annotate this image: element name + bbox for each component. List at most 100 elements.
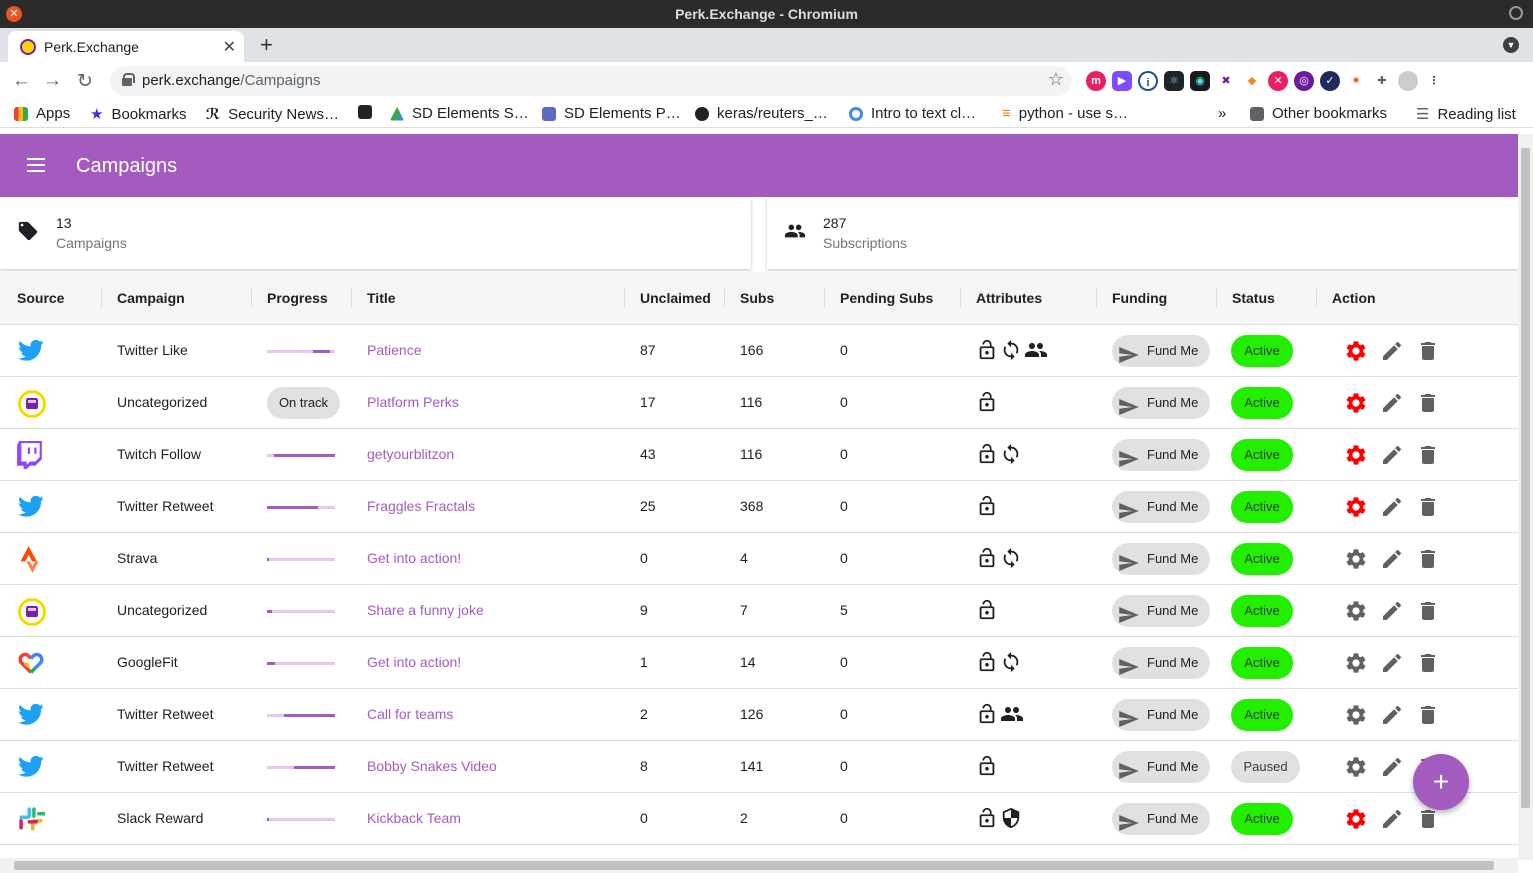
bookmark-item[interactable]: ≡ python - use s… <box>1002 105 1128 122</box>
fund-me-button[interactable]: Fund Me <box>1112 335 1210 367</box>
table-row[interactable]: Twitter Retweet Call for teams 2 126 0 Fund M… <box>0 689 1518 741</box>
tab-search-icon[interactable]: ▼ <box>1503 37 1519 53</box>
delete-trash-icon[interactable] <box>1416 339 1440 363</box>
forward-icon[interactable]: → <box>43 70 62 91</box>
bookmark-reading-list[interactable]: ☰ Reading list <box>1416 105 1516 124</box>
table-row[interactable]: Twitch Follow getyourblitzon 43 116 0 Fund Me… <box>0 429 1518 481</box>
campaign-title-link[interactable]: Share a funny joke <box>367 602 484 618</box>
table-row[interactable]: Strava Get into action! 0 4 0 Fund Me Active <box>0 533 1518 585</box>
extension-x-icon[interactable]: ✕ <box>1268 71 1288 91</box>
settings-gear-icon[interactable] <box>1344 703 1368 727</box>
settings-gear-icon[interactable] <box>1344 547 1368 571</box>
fund-me-button[interactable]: Fund Me <box>1112 439 1210 471</box>
edit-pencil-icon[interactable] <box>1380 651 1404 675</box>
tab-close-icon[interactable]: ✕ <box>222 39 236 56</box>
delete-trash-icon[interactable] <box>1416 495 1440 519</box>
address-bar[interactable]: perk.exchange/Campaigns ☆ <box>110 66 1072 96</box>
header-title[interactable]: Title <box>367 290 396 306</box>
header-progress[interactable]: Progress <box>267 290 328 306</box>
edit-pencil-icon[interactable] <box>1380 443 1404 467</box>
campaign-title-link[interactable]: Patience <box>367 342 422 358</box>
extension-check-icon[interactable]: ✓ <box>1320 71 1340 91</box>
campaign-title-link[interactable]: Fraggles Fractals <box>367 498 476 514</box>
bookmarks-overflow[interactable]: » <box>1218 105 1227 122</box>
header-source[interactable]: Source <box>17 290 65 306</box>
fund-me-button[interactable]: Fund Me <box>1112 647 1210 679</box>
settings-gear-icon[interactable] <box>1344 651 1368 675</box>
fund-me-button[interactable]: Fund Me <box>1112 699 1210 731</box>
extension-mastodon-icon[interactable]: ◎ <box>1294 71 1314 91</box>
delete-trash-icon[interactable] <box>1416 703 1440 727</box>
delete-trash-icon[interactable] <box>1416 651 1440 675</box>
reload-icon[interactable]: ↻ <box>77 71 93 92</box>
settings-gear-icon[interactable] <box>1344 339 1368 363</box>
table-row[interactable]: Uncategorized Share a funny joke 9 7 5 Fund M… <box>0 585 1518 637</box>
campaign-title-link[interactable]: Get into action! <box>367 654 462 670</box>
extension-1password-icon[interactable]: i <box>1138 71 1158 91</box>
extension-m-icon[interactable]: m <box>1086 71 1106 91</box>
settings-gear-icon[interactable] <box>1344 443 1368 467</box>
extension-video-icon[interactable]: ▶ <box>1112 71 1132 91</box>
extension-metamask-icon[interactable]: ◆ <box>1242 71 1262 91</box>
fund-me-button[interactable]: Fund Me <box>1112 803 1210 835</box>
table-row[interactable]: Twitter Retweet Fraggles Fractals 25 368 0 Fu… <box>0 481 1518 533</box>
bookmark-item[interactable]: ★ Bookmarks <box>90 105 187 124</box>
campaign-title-link[interactable]: getyourblitzon <box>367 446 455 462</box>
hamburger-menu-icon[interactable] <box>27 158 45 172</box>
table-row[interactable]: Uncategorized On track Platform Perks 17 116… <box>0 377 1518 429</box>
fund-me-button[interactable]: Fund Me <box>1112 543 1210 575</box>
extension-spark-icon[interactable]: ✷ <box>1346 71 1366 91</box>
campaign-title-link[interactable]: Platform Perks <box>367 394 459 410</box>
extension-owl-icon[interactable]: ◉ <box>1190 71 1210 91</box>
bookmark-apps[interactable]: Apps <box>14 105 70 122</box>
horizontal-scrollbar[interactable] <box>0 858 1518 873</box>
new-tab-icon[interactable]: + <box>260 32 273 57</box>
fund-me-button[interactable]: Fund Me <box>1112 751 1210 783</box>
header-action[interactable]: Action <box>1332 290 1376 306</box>
settings-gear-icon[interactable] <box>1344 807 1368 831</box>
settings-gear-icon[interactable] <box>1344 755 1368 779</box>
header-pending-subs[interactable]: Pending Subs <box>840 290 934 306</box>
settings-gear-icon[interactable] <box>1344 495 1368 519</box>
vertical-scrollbar[interactable] <box>1518 134 1533 860</box>
extension-puzzle-purple-icon[interactable]: ✖ <box>1216 71 1236 91</box>
campaign-title-link[interactable]: Kickback Team <box>367 810 461 826</box>
table-row[interactable]: GoogleFit Get into action! 1 14 0 Fund Me Acti… <box>0 637 1518 689</box>
edit-pencil-icon[interactable] <box>1380 547 1404 571</box>
bookmark-star-icon[interactable]: ☆ <box>1047 69 1064 89</box>
bookmark-item[interactable]: keras/reuters_… <box>695 105 828 122</box>
edit-pencil-icon[interactable] <box>1380 339 1404 363</box>
edit-pencil-icon[interactable] <box>1380 807 1404 831</box>
campaign-title-link[interactable]: Bobby Snakes Video <box>367 758 497 774</box>
browser-menu-icon[interactable]: ⋮ <box>1424 71 1444 91</box>
profile-avatar[interactable] <box>1398 71 1418 91</box>
edit-pencil-icon[interactable] <box>1380 391 1404 415</box>
header-unclaimed[interactable]: Unclaimed <box>640 290 711 306</box>
fund-me-button[interactable]: Fund Me <box>1112 387 1210 419</box>
delete-trash-icon[interactable] <box>1416 807 1440 831</box>
edit-pencil-icon[interactable] <box>1380 755 1404 779</box>
table-row[interactable]: Slack Reward Kickback Team 0 2 0 Fund Me Activ… <box>0 793 1518 845</box>
header-status[interactable]: Status <box>1232 290 1275 306</box>
header-subs[interactable]: Subs <box>740 290 775 306</box>
bookmark-item[interactable]: ℛ Security News… <box>206 105 339 124</box>
bookmark-other[interactable]: Other bookmarks <box>1250 105 1387 122</box>
bookmark-item[interactable]: SD Elements P… <box>542 105 681 122</box>
delete-trash-icon[interactable] <box>1416 443 1440 467</box>
delete-trash-icon[interactable] <box>1416 599 1440 623</box>
tab-perk-exchange[interactable]: Perk.Exchange ✕ <box>8 31 244 62</box>
bookmark-item[interactable]: SD Elements S… <box>390 105 529 122</box>
header-funding[interactable]: Funding <box>1112 290 1168 306</box>
campaign-title-link[interactable]: Get into action! <box>367 550 462 566</box>
edit-pencil-icon[interactable] <box>1380 495 1404 519</box>
settings-gear-icon[interactable] <box>1344 391 1368 415</box>
campaign-title-link[interactable]: Call for teams <box>367 706 454 722</box>
header-attributes[interactable]: Attributes <box>976 290 1043 306</box>
edit-pencil-icon[interactable] <box>1380 599 1404 623</box>
table-row[interactable]: Twitter Like Patience 87 166 0 Fund Me Active <box>0 325 1518 377</box>
bookmark-item[interactable]: Intro to text cl… <box>849 105 976 122</box>
fund-me-button[interactable]: Fund Me <box>1112 595 1210 627</box>
window-close-icon[interactable]: ✕ <box>6 6 22 22</box>
window-maximize-icon[interactable] <box>1509 6 1523 20</box>
edit-pencil-icon[interactable] <box>1380 703 1404 727</box>
